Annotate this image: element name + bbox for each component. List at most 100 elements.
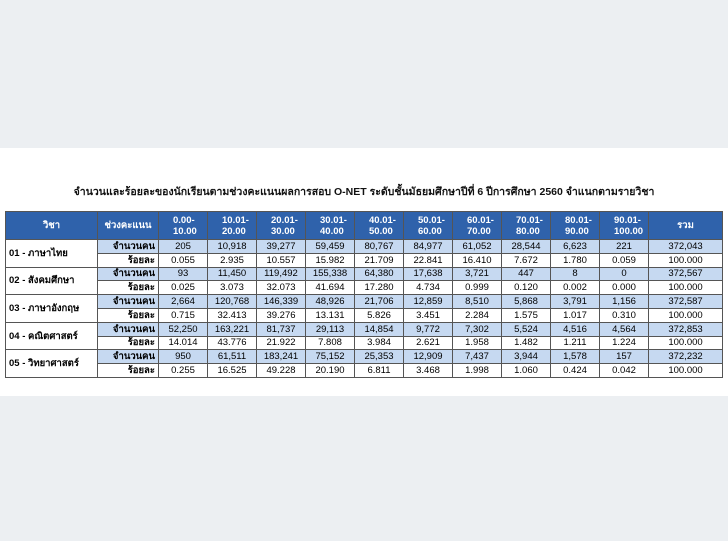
table-row: 01 - ภาษาไทย จำนวนคน 205 10,918 39,277 59,459… (5, 239, 723, 268)
value-cell: 100.000 (648, 252, 723, 268)
row-label: จำนวนคน (97, 239, 159, 254)
header-cell: รวม (648, 211, 723, 240)
value-cell: 61,511 (207, 349, 257, 365)
row-label: ร้อยละ (97, 280, 159, 296)
table-row: ร้อยละ 0.715 32.413 39.276 13.131 5.826 3.451 2… (6, 307, 723, 323)
row-label: ร้อยละ (97, 307, 159, 323)
value-cell: 146,339 (256, 294, 306, 309)
value-cell: 32.413 (207, 307, 257, 323)
value-cell: 7.808 (305, 335, 355, 351)
value-cell: 5,868 (501, 294, 551, 309)
value-cell: 10,918 (207, 239, 257, 254)
value-cell: 120,768 (207, 294, 257, 309)
data-table: วิชา ช่วงคะแนน 0.00-10.00 10.01-20.00 20.01-… (5, 211, 723, 378)
value-cell: 21.922 (256, 335, 306, 351)
table-row: 02 - สังคมศึกษา จำนวนคน 93 11,450 119,492 155… (5, 266, 723, 296)
value-cell: 21,706 (354, 294, 404, 309)
value-cell: 61,052 (452, 239, 502, 254)
table-row: 05 - วิทยาศาสตร์ จำนวนคน 950 61,511 183,241 7… (5, 349, 723, 378)
header-cell: 40.01-50.00 (354, 211, 404, 240)
value-cell: 0.059 (599, 252, 649, 268)
row-label: จำนวนคน (97, 321, 159, 337)
header-row: วิชา ช่วงคะแนน 0.00-10.00 10.01-20.00 20.01-… (5, 211, 723, 240)
value-cell: 84,977 (403, 239, 453, 254)
value-cell: 28,544 (501, 239, 551, 254)
value-cell: 1.482 (501, 335, 551, 351)
value-cell: 17,638 (403, 266, 453, 282)
row-label: ร้อยละ (97, 335, 159, 351)
header-cell: 20.01-30.00 (256, 211, 306, 240)
value-cell: 7,302 (452, 321, 502, 337)
value-cell: 119,492 (256, 266, 306, 282)
header-cell: 60.01-70.00 (452, 211, 502, 240)
value-cell: 11,450 (207, 266, 257, 282)
value-cell: 0.000 (599, 280, 649, 296)
value-cell: 0.120 (501, 280, 551, 296)
value-cell: 372,043 (648, 239, 723, 254)
value-cell: 75,152 (305, 349, 355, 365)
value-cell: 16.410 (452, 252, 502, 268)
value-cell: 5.826 (354, 307, 404, 323)
value-cell: 100.000 (648, 280, 723, 296)
value-cell: 1.780 (550, 252, 600, 268)
row-label: ร้อยละ (97, 363, 159, 378)
value-cell: 3,721 (452, 266, 502, 282)
row-label: จำนวนคน (97, 294, 159, 309)
value-cell: 93 (158, 266, 208, 282)
value-cell: 2.284 (452, 307, 502, 323)
value-cell: 3,791 (550, 294, 600, 309)
value-cell: 3.984 (354, 335, 404, 351)
value-cell: 0.424 (550, 363, 600, 378)
value-cell: 15.982 (305, 252, 355, 268)
value-cell: 14.014 (158, 335, 208, 351)
value-cell: 25,353 (354, 349, 404, 365)
value-cell: 59,459 (305, 239, 355, 254)
table-row: 04 - คณิตศาสตร์ จำนวนคน 52,250 163,221 81,73… (5, 321, 723, 351)
value-cell: 32.073 (256, 280, 306, 296)
value-cell: 17.280 (354, 280, 404, 296)
value-cell: 6,623 (550, 239, 600, 254)
value-cell: 9,772 (403, 321, 453, 337)
value-cell: 13.131 (305, 307, 355, 323)
value-cell: 100.000 (648, 363, 723, 378)
header-cell: 50.01-60.00 (403, 211, 453, 240)
header-cell: 80.01-90.00 (550, 211, 600, 240)
subject-cell: 04 - คณิตศาสตร์ (5, 321, 98, 351)
table-body: 01 - ภาษาไทย จำนวนคน 205 10,918 39,277 59,459… (5, 239, 723, 378)
value-cell: 21.709 (354, 252, 404, 268)
table-row: 03 - ภาษาอังกฤษ จำนวนคน 2,664 120,768 146,33… (5, 294, 723, 323)
header-cell: 70.01-80.00 (501, 211, 551, 240)
table-row: ร้อยละ 0.255 16.525 49.228 20.190 6.811 3.468 1… (6, 363, 723, 378)
value-cell: 43.776 (207, 335, 257, 351)
value-cell: 100.000 (648, 335, 723, 351)
value-cell: 3.468 (403, 363, 453, 378)
value-cell: 1.224 (599, 335, 649, 351)
value-cell: 81,737 (256, 321, 306, 337)
value-cell: 2.935 (207, 252, 257, 268)
value-cell: 3,944 (501, 349, 551, 365)
value-cell: 0.055 (158, 252, 208, 268)
value-cell: 0.042 (599, 363, 649, 378)
value-cell: 12,859 (403, 294, 453, 309)
header-cell: วิชา (5, 211, 98, 240)
value-cell: 29,113 (305, 321, 355, 337)
header-cell: 0.00-10.00 (158, 211, 208, 240)
value-cell: 4.734 (403, 280, 453, 296)
value-cell: 221 (599, 239, 649, 254)
value-cell: 183,241 (256, 349, 306, 365)
value-cell: 372,853 (648, 321, 723, 337)
value-cell: 372,567 (648, 266, 723, 282)
value-cell: 0.002 (550, 280, 600, 296)
value-cell: 100.000 (648, 307, 723, 323)
table-row: ร้อยละ 0.025 3.073 32.073 41.694 17.280 4.734 0… (6, 280, 723, 296)
value-cell: 1.017 (550, 307, 600, 323)
value-cell: 1,578 (550, 349, 600, 365)
value-cell: 157 (599, 349, 649, 365)
value-cell: 3.451 (403, 307, 453, 323)
value-cell: 14,854 (354, 321, 404, 337)
value-cell: 0.025 (158, 280, 208, 296)
value-cell: 12,909 (403, 349, 453, 365)
value-cell: 0.255 (158, 363, 208, 378)
value-cell: 8,510 (452, 294, 502, 309)
